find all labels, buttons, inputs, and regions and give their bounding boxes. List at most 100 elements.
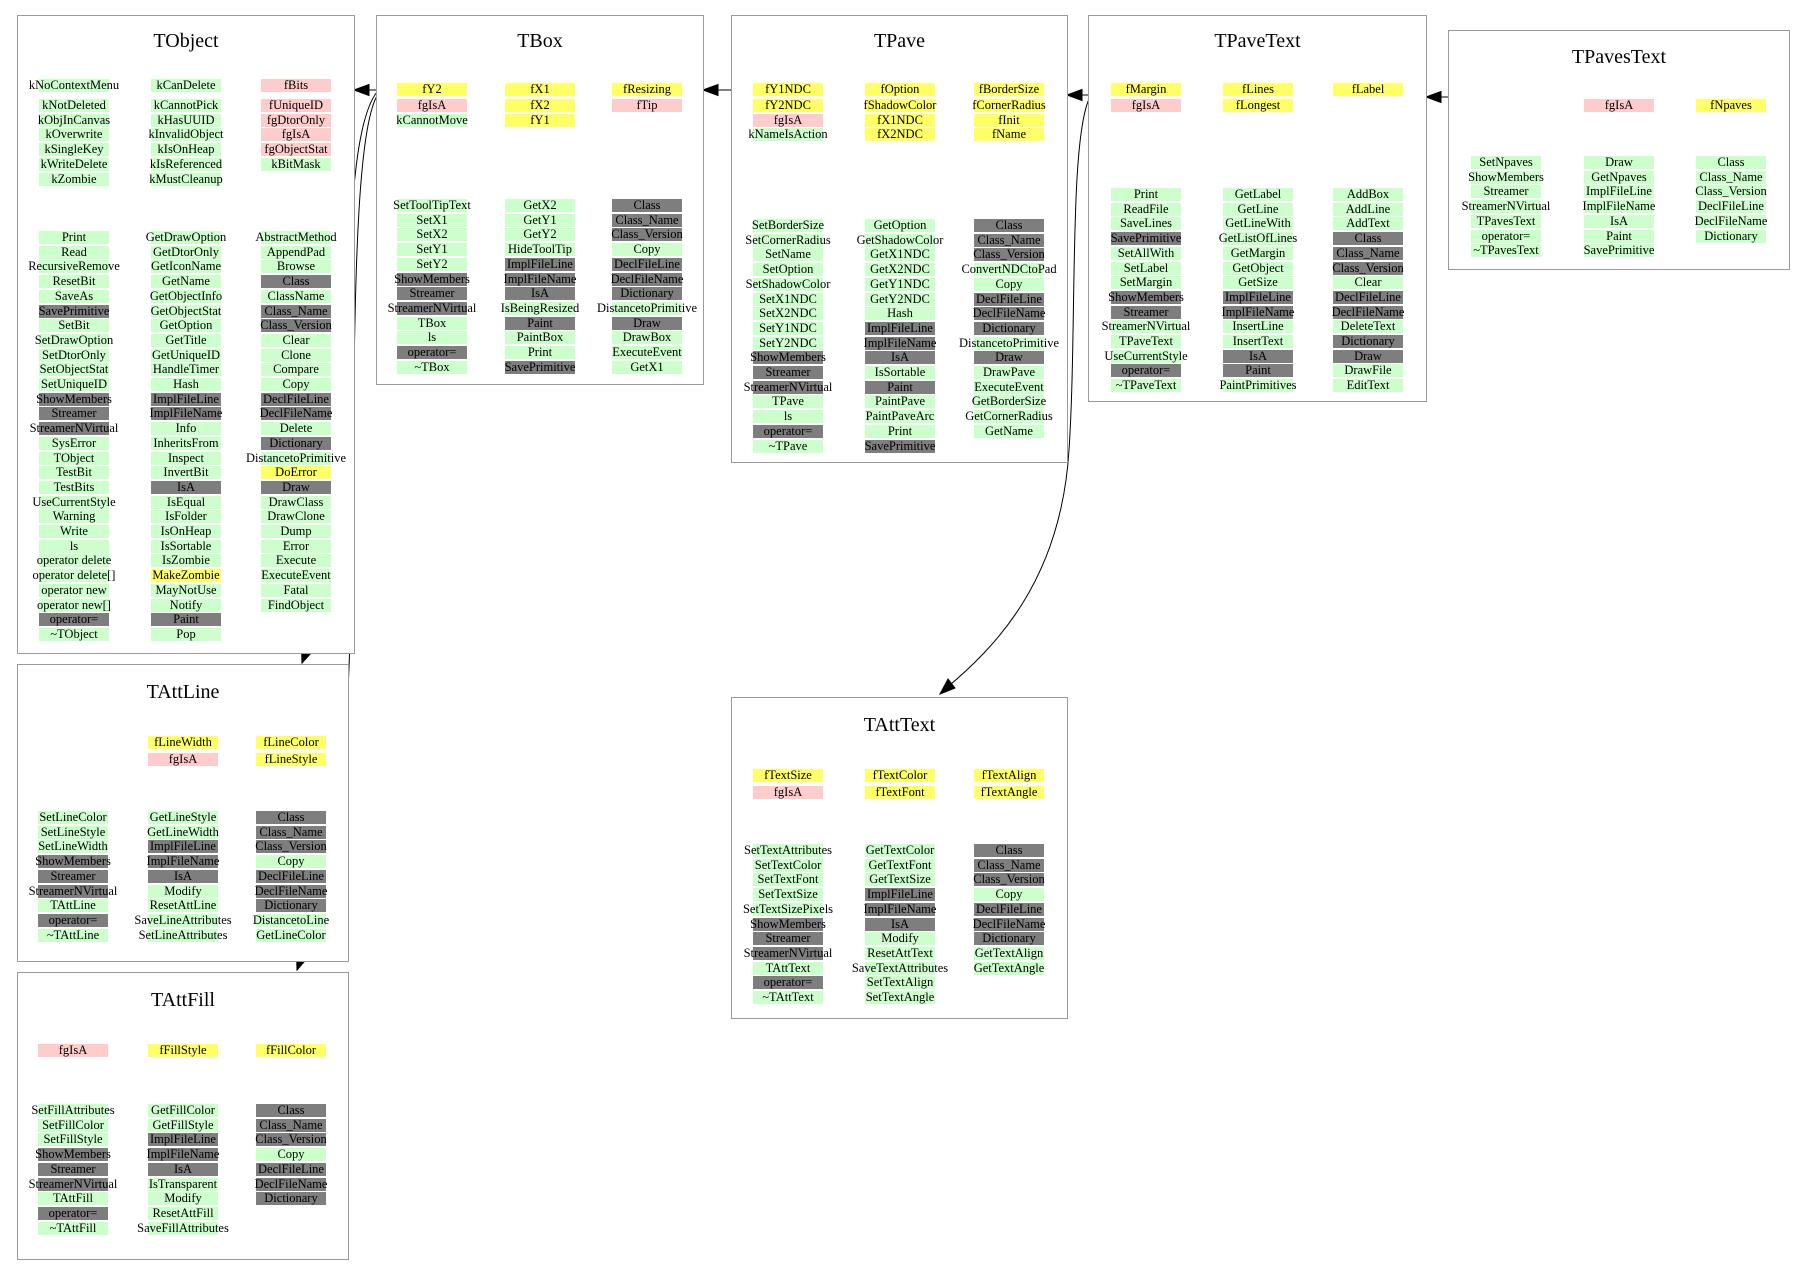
member-chip[interactable]: DeclFileName bbox=[611, 273, 683, 286]
member-chip[interactable]: ImplFileName bbox=[147, 1148, 219, 1161]
member-chip[interactable]: operator delete bbox=[37, 554, 111, 567]
member-chip[interactable]: GetListOfLines bbox=[1219, 232, 1297, 245]
data-member-chip[interactable]: fLineWidth bbox=[148, 736, 218, 749]
member-chip[interactable]: SetName bbox=[753, 248, 823, 261]
member-chip[interactable]: SetToolTipText bbox=[393, 199, 471, 212]
data-member-chip[interactable]: kCannotMove bbox=[396, 114, 468, 127]
member-chip[interactable]: InsertLine bbox=[1223, 320, 1293, 333]
member-chip[interactable]: SetMargin bbox=[1111, 276, 1181, 289]
data-member-chip[interactable]: fLineColor bbox=[256, 736, 326, 749]
class-title[interactable]: TAttFill bbox=[151, 989, 215, 1011]
member-chip[interactable]: DoError bbox=[261, 466, 331, 479]
member-chip[interactable]: DeclFileLine bbox=[256, 1163, 326, 1176]
member-chip[interactable]: SetFillAttributes bbox=[31, 1104, 115, 1117]
member-chip[interactable]: SavePrimitive bbox=[39, 305, 109, 318]
member-chip[interactable]: ~TAttLine bbox=[38, 929, 108, 942]
member-chip[interactable]: GetShadowColor bbox=[857, 234, 943, 247]
member-chip[interactable]: operator= bbox=[753, 425, 823, 438]
member-chip[interactable]: DeclFileName bbox=[973, 307, 1045, 320]
member-chip[interactable]: Dictionary bbox=[1696, 230, 1766, 243]
member-chip[interactable]: SetLineColor bbox=[38, 811, 108, 824]
member-chip[interactable]: TAttText bbox=[753, 962, 823, 975]
member-chip[interactable]: TPaveText bbox=[1111, 335, 1181, 348]
member-chip[interactable]: GetTextAngle bbox=[974, 962, 1044, 975]
member-chip[interactable]: DrawBox bbox=[612, 331, 682, 344]
data-member-chip[interactable]: fTextAlign bbox=[974, 769, 1044, 782]
member-chip[interactable]: GetOption bbox=[151, 319, 221, 332]
member-chip[interactable]: SavePrimitive bbox=[1111, 232, 1181, 245]
member-chip[interactable]: Draw bbox=[612, 317, 682, 330]
member-chip[interactable]: Copy bbox=[256, 855, 326, 868]
member-chip[interactable]: ExecuteEvent bbox=[612, 346, 682, 359]
member-chip[interactable]: Clear bbox=[1333, 276, 1403, 289]
member-chip[interactable]: GetObjectInfo bbox=[150, 290, 222, 303]
data-member-chip[interactable]: kInvalidObject bbox=[149, 128, 224, 141]
member-chip[interactable]: MakeZombie bbox=[151, 569, 221, 582]
member-chip[interactable]: SysError bbox=[39, 437, 109, 450]
member-chip[interactable]: ImplFileLine bbox=[865, 322, 935, 335]
member-chip[interactable]: Class_Version bbox=[1332, 262, 1404, 275]
member-chip[interactable]: MayNotUse bbox=[151, 584, 221, 597]
member-chip[interactable]: TPavesText bbox=[1471, 215, 1541, 228]
member-chip[interactable]: GetLineColor bbox=[256, 929, 326, 942]
member-chip[interactable]: DistancetoPrimitive bbox=[597, 302, 697, 315]
member-chip[interactable]: ImplFileLine bbox=[151, 393, 221, 406]
member-chip[interactable]: Streamer bbox=[38, 1163, 108, 1176]
member-chip[interactable]: DeclFileName bbox=[1332, 306, 1404, 319]
member-chip[interactable]: SetCornerRadius bbox=[745, 234, 831, 247]
member-chip[interactable]: ConvertNDCtoPad bbox=[961, 263, 1057, 276]
member-chip[interactable]: Copy bbox=[612, 243, 682, 256]
member-chip[interactable]: ReadFile bbox=[1111, 203, 1181, 216]
member-chip[interactable]: ls bbox=[397, 331, 467, 344]
member-chip[interactable]: Clone bbox=[261, 349, 331, 362]
member-chip[interactable]: Print bbox=[39, 231, 109, 244]
member-chip[interactable]: AbstractMethod bbox=[255, 231, 337, 244]
member-chip[interactable]: Dictionary bbox=[256, 1192, 326, 1205]
member-chip[interactable]: Error bbox=[261, 540, 331, 553]
member-chip[interactable]: Modify bbox=[148, 1192, 218, 1205]
member-chip[interactable]: ImplFileName bbox=[1583, 200, 1655, 213]
data-member-chip[interactable]: fResizing bbox=[612, 83, 682, 96]
member-chip[interactable]: GetLineWidth bbox=[147, 826, 219, 839]
member-chip[interactable]: DeclFileName bbox=[255, 1178, 327, 1191]
member-chip[interactable]: GetLineWith bbox=[1223, 217, 1293, 230]
data-member-chip[interactable]: kIsOnHeap bbox=[151, 143, 221, 156]
member-chip[interactable]: GetName bbox=[974, 425, 1044, 438]
member-chip[interactable]: Class_Name bbox=[974, 859, 1044, 872]
member-chip[interactable]: ImplFileName bbox=[150, 407, 222, 420]
class-title[interactable]: TPavesText bbox=[1571, 46, 1667, 68]
member-chip[interactable]: UseCurrentStyle bbox=[1104, 350, 1188, 363]
member-chip[interactable]: ~TObject bbox=[39, 628, 109, 641]
data-member-chip[interactable]: fgIsA bbox=[397, 99, 467, 112]
member-chip[interactable]: operator= bbox=[38, 914, 108, 927]
member-chip[interactable]: SetTextFont bbox=[753, 873, 823, 886]
member-chip[interactable]: GetObjectStat bbox=[151, 305, 221, 318]
member-chip[interactable]: Dictionary bbox=[261, 437, 331, 450]
member-chip[interactable]: Class bbox=[1696, 156, 1766, 169]
member-chip[interactable]: DeclFileLine bbox=[974, 293, 1044, 306]
member-chip[interactable]: DeclFileLine bbox=[1696, 200, 1766, 213]
data-member-chip[interactable]: fY1NDC bbox=[753, 83, 823, 96]
member-chip[interactable]: DeclFileName bbox=[260, 407, 332, 420]
member-chip[interactable]: operator new[] bbox=[37, 599, 111, 612]
data-member-chip[interactable]: fgObjectStat bbox=[261, 143, 331, 156]
member-chip[interactable]: HandleTimer bbox=[151, 363, 221, 376]
member-chip[interactable]: GetName bbox=[151, 275, 221, 288]
member-chip[interactable]: Class bbox=[261, 275, 331, 288]
data-member-chip[interactable]: fgIsA bbox=[261, 128, 331, 141]
member-chip[interactable]: DeclFileLine bbox=[1333, 291, 1403, 304]
data-member-chip[interactable]: kOverwrite bbox=[39, 128, 109, 141]
member-chip[interactable]: Streamer bbox=[1471, 185, 1541, 198]
member-chip[interactable]: DistancetoLine bbox=[253, 914, 329, 927]
member-chip[interactable]: GetLine bbox=[1223, 203, 1293, 216]
member-chip[interactable]: Streamer bbox=[753, 366, 823, 379]
member-chip[interactable]: SetBorderSize bbox=[752, 219, 824, 232]
member-chip[interactable]: SavePrimitive bbox=[865, 440, 935, 453]
data-member-chip[interactable]: kZombie bbox=[39, 173, 109, 186]
member-chip[interactable]: GetFillStyle bbox=[148, 1119, 218, 1132]
data-member-chip[interactable]: kNoContextMenu bbox=[29, 79, 119, 92]
member-chip[interactable]: GetSize bbox=[1223, 276, 1293, 289]
member-chip[interactable]: Dump bbox=[261, 525, 331, 538]
member-chip[interactable]: UseCurrentStyle bbox=[32, 496, 116, 509]
member-chip[interactable]: TBox bbox=[397, 317, 467, 330]
